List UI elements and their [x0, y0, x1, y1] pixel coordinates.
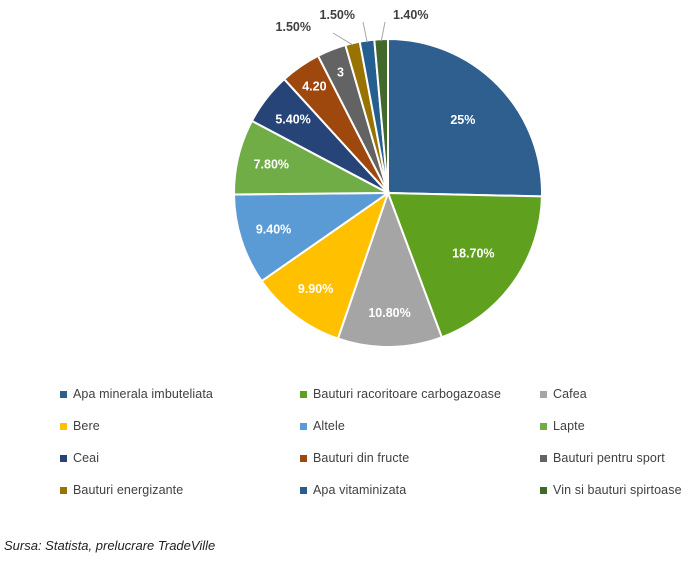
legend-swatch-7: [300, 454, 307, 462]
legend-swatch-4: [300, 422, 307, 430]
pie-svg: 25% 18.70% 10.80% 9.90% 9.40% 7.80% 5.40% 4.20 3…: [232, 8, 543, 348]
legend-label-7: Bauturi din fructe: [313, 451, 410, 465]
pie-chart: 25% 18.70% 10.80% 9.90% 9.40% 7.80% 5.40% 4.20 3…: [232, 8, 543, 348]
legend-label-10: Apa vitaminizata: [313, 483, 407, 497]
legend-swatch-5: [540, 422, 547, 430]
legend-label-4: Altele: [313, 419, 345, 433]
data-label-0: 25%: [450, 113, 475, 127]
legend-item-2: Cafea: [540, 386, 700, 402]
data-label-10: 1.50%: [320, 8, 355, 22]
data-label-6: 5.40%: [275, 112, 310, 126]
legend-label-3: Bere: [73, 419, 100, 433]
legend-item-4: Altele: [300, 418, 540, 434]
data-label-11: 1.40%: [393, 8, 428, 22]
legend-swatch-8: [540, 454, 547, 462]
data-label-5: 7.80%: [254, 158, 289, 172]
pie-slice-2: [336, 190, 444, 348]
leader-line-9: [332, 32, 354, 46]
legend-swatch-3: [60, 422, 67, 430]
legend-label-1: Bauturi racoritoare carbogazoase: [313, 387, 502, 401]
pie-slice-1: [386, 191, 543, 339]
legend-item-11: Vin si bauturi spirtoase: [540, 482, 700, 498]
pie-slice-3: [260, 190, 390, 340]
legend-swatch-0: [60, 390, 67, 398]
legend-item-6: Ceai: [60, 450, 300, 466]
legend-swatch-2: [540, 390, 547, 398]
data-label-3: 9.90%: [298, 282, 333, 296]
legend-swatch-9: [60, 486, 67, 494]
legend-label-0: Apa minerala imbuteliata: [73, 387, 213, 401]
data-label-1: 18.70%: [452, 247, 494, 261]
legend-item-7: Bauturi din fructe: [300, 450, 540, 466]
legend-swatch-10: [300, 486, 307, 494]
legend-label-5: Lapte: [553, 419, 585, 433]
legend-label-6: Ceai: [73, 451, 100, 465]
legend-label-9: Bauturi energizante: [73, 483, 184, 497]
data-label-8: 3: [337, 66, 344, 80]
legend-label-11: Vin si bauturi spirtoase: [553, 483, 682, 497]
legend-swatch-11: [540, 486, 547, 494]
pie-slice-4: [232, 191, 392, 283]
legend-item-10: Apa vitaminizata: [300, 482, 540, 498]
legend-item-8: Bauturi pentru sport: [540, 450, 700, 466]
legend-swatch-6: [60, 454, 67, 462]
legend-label-2: Cafea: [553, 387, 587, 401]
leader-line-11: [380, 21, 386, 42]
data-label-7: 4.20: [302, 80, 326, 94]
chart-legend: Apa minerala imbuteliata Bauturi racorito…: [60, 386, 700, 498]
leader-line-10: [362, 21, 368, 43]
legend-item-5: Lapte: [540, 418, 700, 434]
legend-item-1: Bauturi racoritoare carbogazoase: [300, 386, 540, 402]
legend-label-8: Bauturi pentru sport: [553, 451, 665, 465]
source-note: Sursa: Statista, prelucrare TradeVille: [4, 538, 216, 553]
legend-item-0: Apa minerala imbuteliata: [60, 386, 300, 402]
legend-item-9: Bauturi energizante: [60, 482, 300, 498]
data-label-9: 1.50%: [276, 20, 311, 34]
data-label-4: 9.40%: [256, 223, 291, 237]
data-label-2: 10.80%: [368, 306, 410, 320]
legend-swatch-1: [300, 390, 307, 398]
pie-slice-0: [387, 37, 543, 198]
legend-item-3: Bere: [60, 418, 300, 434]
